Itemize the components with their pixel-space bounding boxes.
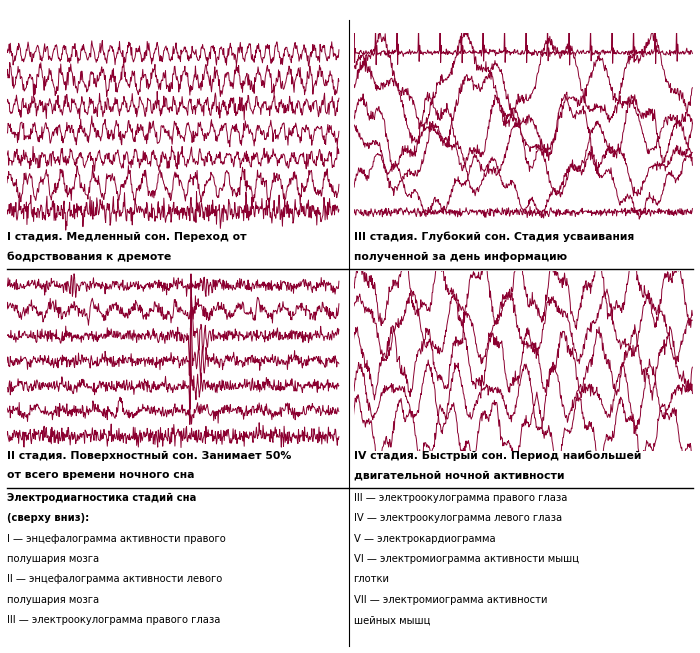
- Text: IV — электроокулограмма левого глаза: IV — электроокулограмма левого глаза: [354, 513, 561, 523]
- Text: I — энцефалограмма активности правого: I — энцефалограмма активности правого: [7, 534, 225, 544]
- Text: II — энцефалограмма активности левого: II — энцефалограмма активности левого: [7, 575, 223, 584]
- Text: бодрствования к дремоте: бодрствования к дремоте: [7, 251, 172, 262]
- Text: от всего времени ночного сна: от всего времени ночного сна: [7, 470, 195, 481]
- Text: полученной за день информацию: полученной за день информацию: [354, 251, 566, 262]
- Text: III стадия. Глубокий сон. Стадия усваивания: III стадия. Глубокий сон. Стадия усваива…: [354, 232, 634, 242]
- Text: полушария мозга: полушария мозга: [7, 595, 99, 605]
- Text: Электродиагностика стадий сна: Электродиагностика стадий сна: [7, 493, 197, 503]
- Text: глотки: глотки: [354, 575, 389, 584]
- Text: шейных мышц: шейных мышц: [354, 615, 430, 625]
- Text: (сверху вниз):: (сверху вниз):: [7, 513, 90, 523]
- Text: VII — электромиограмма активности: VII — электромиограмма активности: [354, 595, 547, 605]
- Text: двигательной ночной активности: двигательной ночной активности: [354, 470, 564, 481]
- Text: I стадия. Медленный сон. Переход от: I стадия. Медленный сон. Переход от: [7, 232, 246, 242]
- Text: IV стадия. Быстрый сон. Период наибольшей: IV стадия. Быстрый сон. Период наибольше…: [354, 451, 641, 461]
- Text: V — электрокардиограмма: V — электрокардиограмма: [354, 534, 495, 544]
- Text: VI — электромиограмма активности мышц: VI — электромиограмма активности мышц: [354, 554, 579, 564]
- Text: III — электроокулограмма правого глаза: III — электроокулограмма правого глаза: [354, 493, 567, 503]
- Text: полушария мозга: полушария мозга: [7, 554, 99, 564]
- Text: III — электроокулограмма правого глаза: III — электроокулограмма правого глаза: [7, 615, 220, 625]
- Text: II стадия. Поверхностный сон. Занимает 50%: II стадия. Поверхностный сон. Занимает 5…: [7, 451, 291, 460]
